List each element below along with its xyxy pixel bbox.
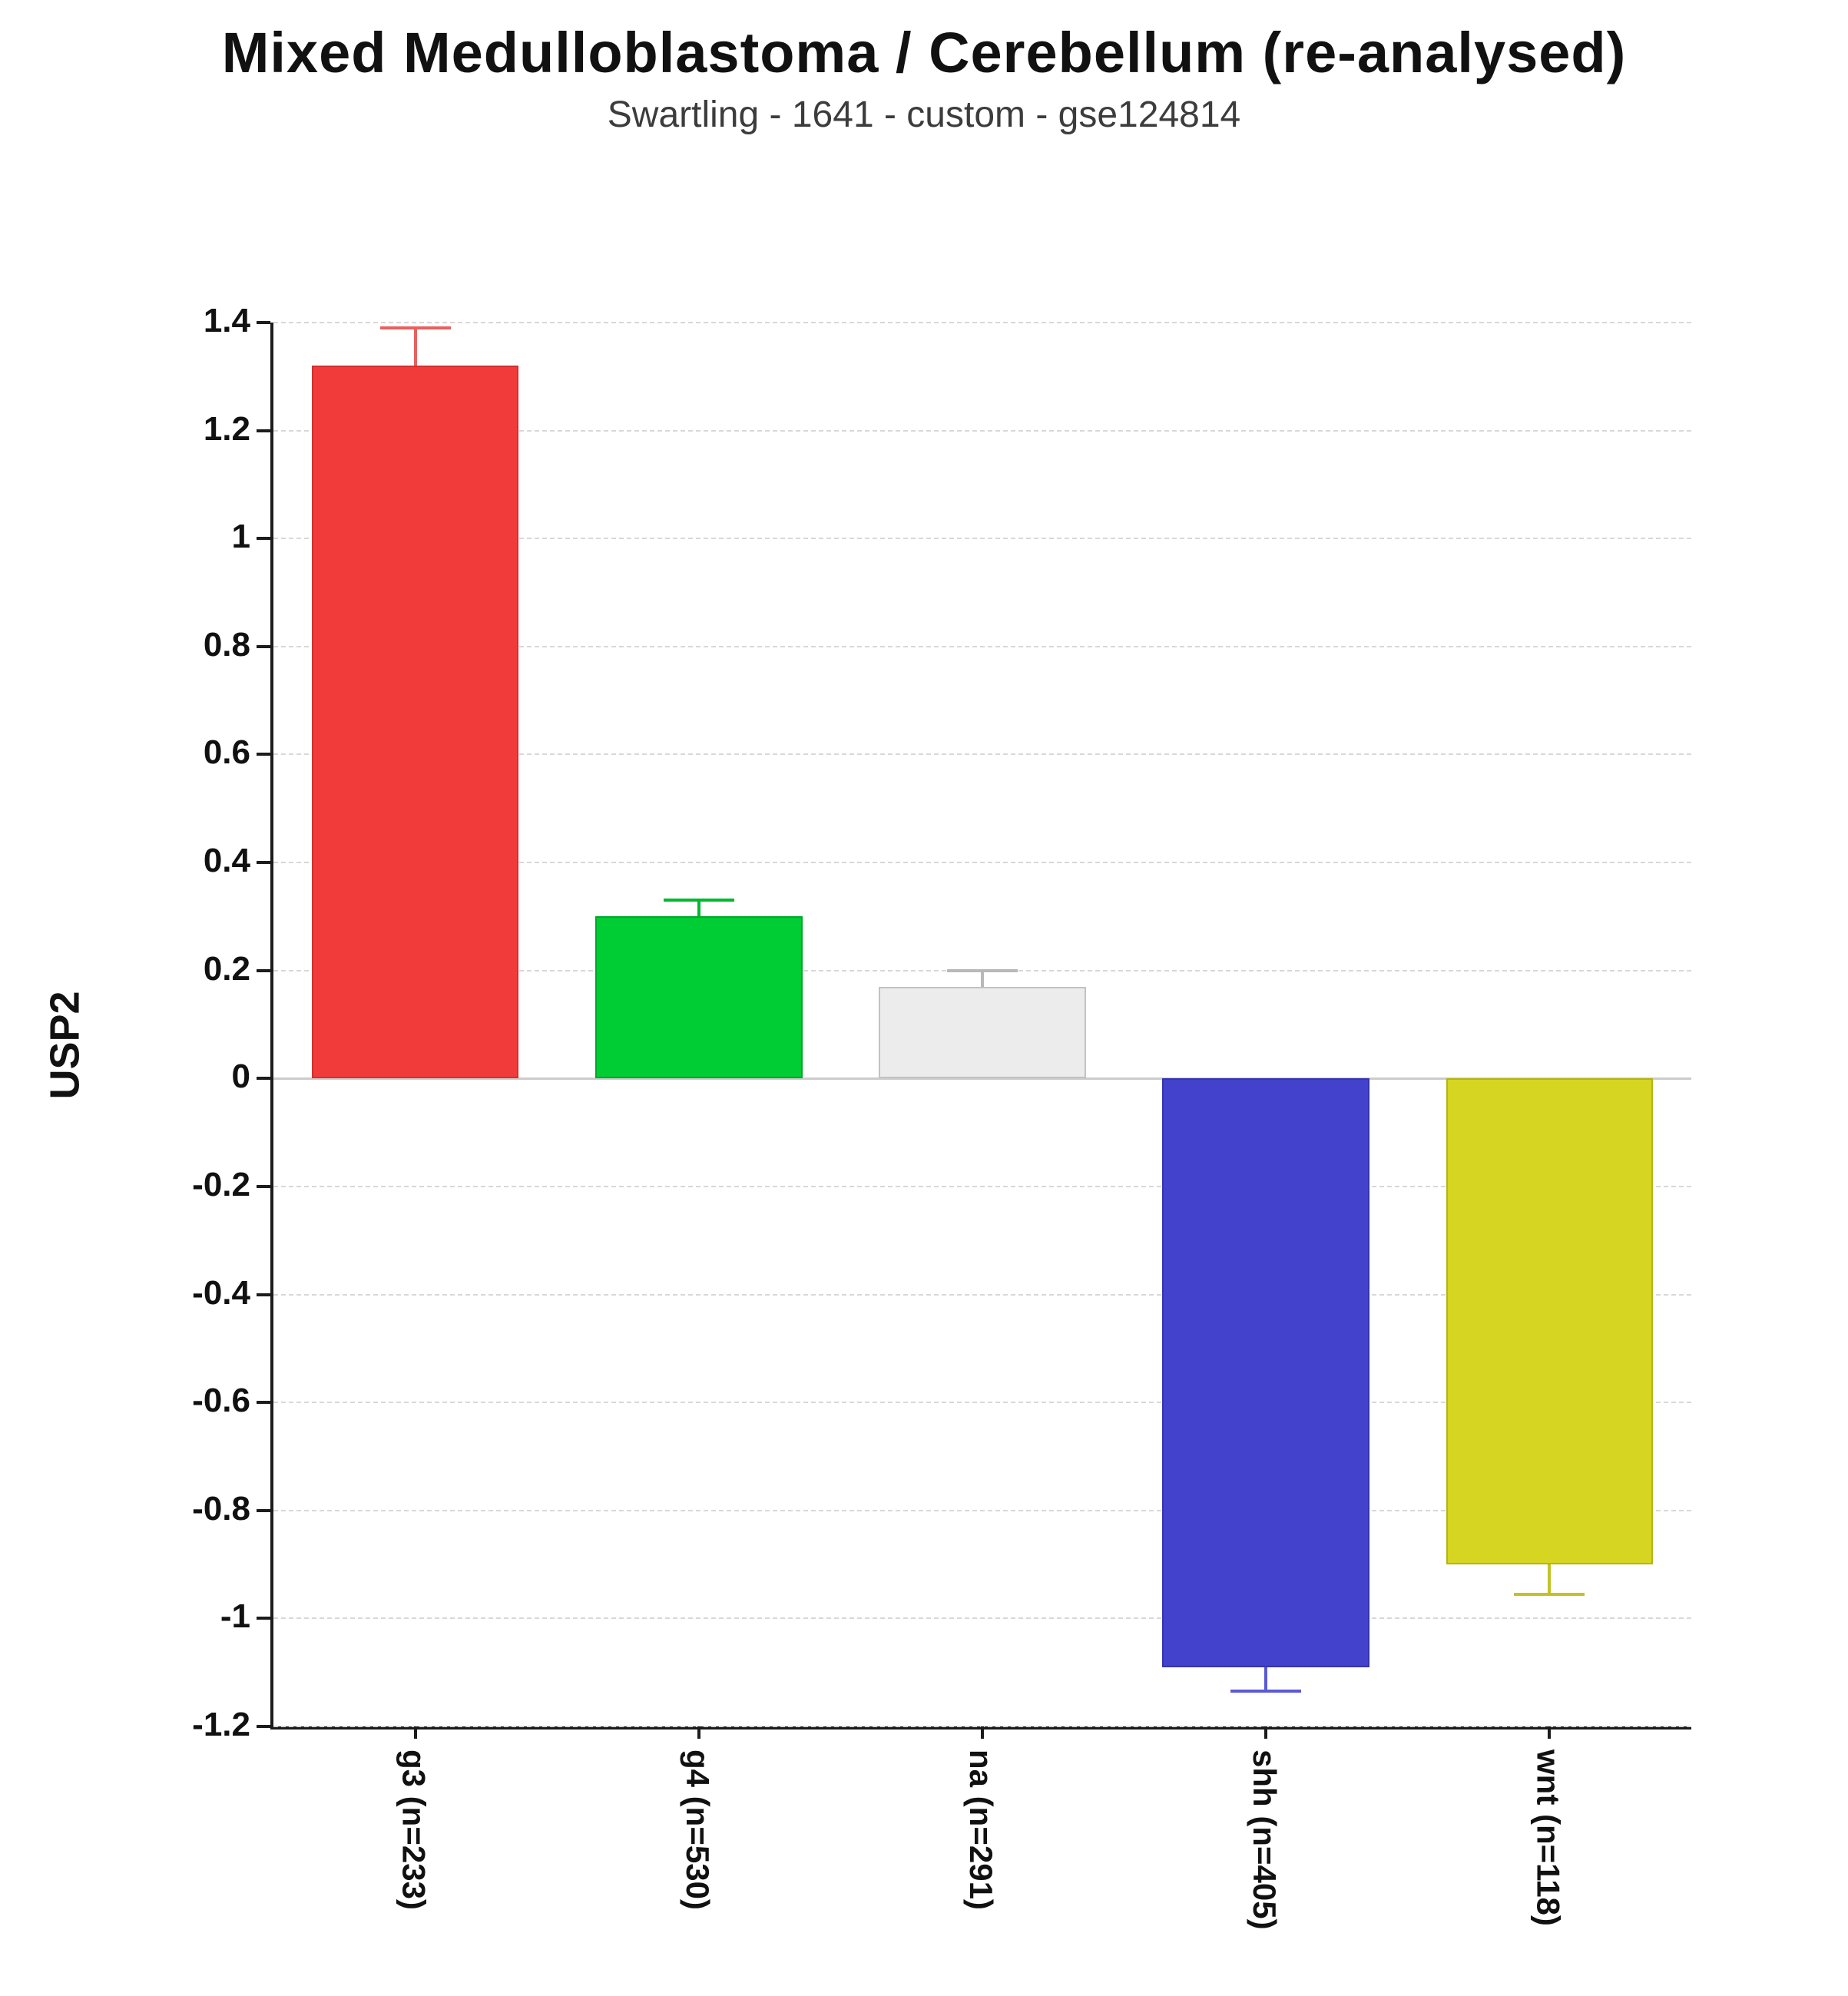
error-cap — [1514, 1592, 1585, 1596]
y-tick-label: 1 — [231, 518, 250, 556]
y-tick-mark — [257, 1077, 270, 1081]
y-tick-mark — [257, 968, 270, 972]
gridline — [273, 1402, 1691, 1404]
y-tick-label: -0.4 — [192, 1273, 250, 1312]
y-tick-label: -1.2 — [192, 1706, 250, 1743]
error-whisker — [981, 970, 984, 987]
y-tick-label: -0.2 — [192, 1165, 250, 1203]
error-cap — [947, 968, 1018, 972]
error-cap — [663, 899, 734, 902]
x-tick-mark — [981, 1726, 984, 1739]
gridline — [273, 1617, 1691, 1620]
error-cap — [1230, 1690, 1302, 1693]
y-tick-label: 0.2 — [203, 949, 250, 988]
y-tick-label: 0.8 — [203, 625, 250, 664]
y-tick-label: 1.2 — [203, 409, 250, 448]
gridline — [273, 1293, 1691, 1296]
x-tick-mark — [1548, 1726, 1552, 1739]
chart-title: Mixed Medulloblastoma / Cerebellum (re-a… — [221, 21, 1627, 84]
y-axis-label: USP2 — [41, 991, 88, 1100]
gridline — [273, 429, 1691, 432]
y-tick-label: -0.6 — [192, 1382, 250, 1420]
y-tick-label: 1.4 — [203, 302, 250, 339]
y-tick-mark — [257, 1401, 270, 1405]
bar-g3 — [311, 366, 519, 1079]
chart-subtitle: Swartling - 1641 - custom - gse124814 — [607, 94, 1241, 135]
gridline — [273, 322, 1691, 323]
gridline — [273, 645, 1691, 647]
y-tick-mark — [257, 1184, 270, 1188]
gridline — [273, 862, 1691, 864]
bar-g4 — [595, 916, 803, 1079]
x-tick-label: g3 (n=233) — [396, 1749, 432, 1910]
y-tick-mark — [257, 1508, 270, 1512]
error-whisker — [1548, 1564, 1552, 1594]
plot-area: 1.4 1.2 1 0.8 0.6 0.4 0.2 0 -0.2 -0.4 -0.6 -0.8 -1 -1… — [192, 302, 1691, 1930]
x-tick-label: shh (n=405) — [1247, 1749, 1283, 1930]
y-tick-mark — [257, 861, 270, 865]
gridline — [273, 1509, 1691, 1511]
y-tick-label: -1 — [220, 1597, 250, 1636]
y-tick-label: -0.8 — [192, 1489, 250, 1528]
y-tick-mark — [257, 1293, 270, 1296]
x-tick-label: wnt (n=118) — [1530, 1749, 1567, 1926]
error-whisker — [697, 900, 700, 917]
y-tick-mark — [257, 1725, 270, 1728]
gridline — [273, 1185, 1691, 1187]
zero-gridline — [273, 1077, 1691, 1081]
gridline — [273, 538, 1691, 540]
y-tick-mark — [257, 1617, 270, 1620]
y-tick-mark — [257, 644, 270, 648]
x-tick-mark — [413, 1726, 417, 1739]
x-tick-mark — [697, 1726, 700, 1739]
x-tick-mark — [1264, 1726, 1268, 1739]
y-tick-label: 0.4 — [203, 842, 250, 880]
x-tick-label: g4 (n=530) — [679, 1749, 716, 1910]
y-tick-label: 0.6 — [203, 733, 250, 772]
y-tick-mark — [257, 537, 270, 541]
y-tick-label: 0 — [231, 1058, 250, 1096]
y-tick-mark — [257, 429, 270, 432]
error-cap — [379, 326, 451, 330]
x-tick-label: na (n=291) — [963, 1749, 999, 1910]
y-tick-mark — [257, 321, 270, 324]
bar-na — [879, 986, 1086, 1079]
gridline — [273, 753, 1691, 756]
error-whisker — [413, 328, 417, 366]
bar-shh — [1162, 1078, 1369, 1667]
y-tick-mark — [257, 753, 270, 756]
error-whisker — [1264, 1667, 1268, 1692]
bar-wnt — [1446, 1078, 1654, 1565]
